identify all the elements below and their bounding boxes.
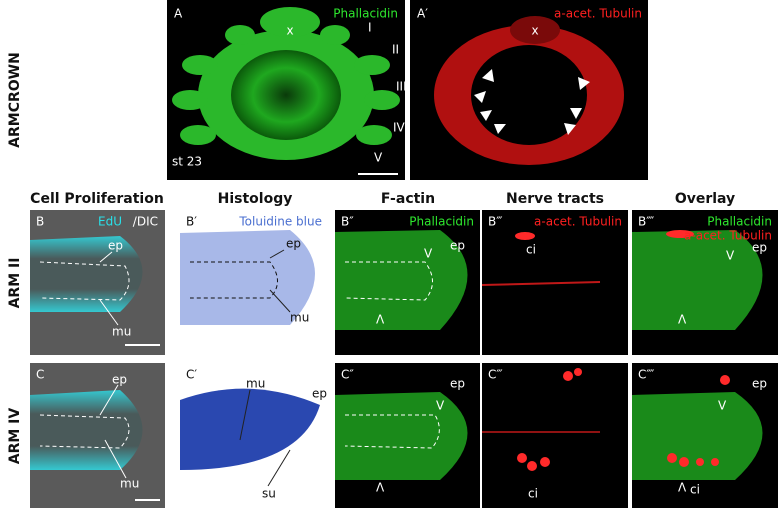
panel-label: B‴ xyxy=(488,215,502,229)
annotation: mu xyxy=(246,377,265,391)
stain-label: Toluidine blue xyxy=(238,215,322,229)
arm-label: II xyxy=(392,43,399,57)
panel-labels: B EdU/DIC ep mu B′ Toluidine blue ep mu B″ Phalla… xyxy=(36,215,772,501)
annotation: Λ xyxy=(678,481,687,495)
arm-label: III xyxy=(396,80,407,94)
stain-label: Phallacidin xyxy=(707,215,772,229)
annotation: Λ xyxy=(376,481,385,495)
panel-label: B⁗ xyxy=(638,215,654,229)
annotation: mu xyxy=(112,325,131,339)
annotation: ci xyxy=(528,487,538,501)
stage-label: st 23 xyxy=(172,155,202,169)
arm-label: V xyxy=(374,151,383,165)
column-header: F-actin xyxy=(381,191,435,207)
panel-a-prime: A′ a-acet. Tubulin x xyxy=(410,0,648,180)
annotation: ci xyxy=(690,483,700,497)
annotation: ep xyxy=(312,387,327,401)
annotation: V xyxy=(436,399,445,413)
annotation: ep xyxy=(450,239,465,253)
row-b xyxy=(30,210,778,355)
annotation: su xyxy=(262,487,276,501)
stain-label: EdU xyxy=(98,215,122,229)
annotation: V xyxy=(424,247,433,261)
panel-label: A′ xyxy=(417,7,428,21)
annotation: V xyxy=(718,399,727,413)
annotation: mu xyxy=(290,311,309,325)
arm-label: I xyxy=(368,21,372,35)
marker: x xyxy=(286,24,293,38)
panel-label: C‴ xyxy=(488,368,503,382)
panel-label: C xyxy=(36,368,44,382)
annotation: Λ xyxy=(678,313,687,327)
row-label: ARM II xyxy=(7,258,23,309)
stain-label: a-acet. Tubulin xyxy=(554,7,642,21)
panel-label: C⁗ xyxy=(638,368,654,382)
annotation: ep xyxy=(752,241,767,255)
annotation: ep xyxy=(112,373,127,387)
annotation: mu xyxy=(120,477,139,491)
stain-label: /DIC xyxy=(133,215,158,229)
panel-a: A Phallacidin x I II III IV V st 23 xyxy=(167,0,407,180)
panel-label: C′ xyxy=(186,368,197,382)
panel-label: A xyxy=(174,7,183,21)
panel-label: B′ xyxy=(186,215,197,229)
annotation: ep xyxy=(286,237,301,251)
column-header: Histology xyxy=(218,191,293,207)
arm-label: IV xyxy=(393,121,406,135)
panel-label: C″ xyxy=(341,368,354,382)
row-label: ARM IV xyxy=(7,408,23,465)
annotation: ci xyxy=(526,243,536,257)
stain-label: Phallacidin xyxy=(333,7,398,21)
annotation: ep xyxy=(450,377,465,391)
row-c xyxy=(30,363,778,508)
column-header: Overlay xyxy=(675,191,735,207)
column-header: Cell Proliferation xyxy=(30,191,164,207)
stain-label: a-acet. Tubulin xyxy=(534,215,622,229)
annotation: ep xyxy=(108,239,123,253)
stain-label: a-acet. Tubulin xyxy=(684,229,772,243)
column-header: Nerve tracts xyxy=(506,191,604,207)
annotation: V xyxy=(726,249,735,263)
stain-label: Phallacidin xyxy=(409,215,474,229)
panel-label: B xyxy=(36,215,44,229)
panel-label: B″ xyxy=(341,215,354,229)
annotation: Λ xyxy=(376,313,385,327)
annotation: ep xyxy=(752,377,767,391)
marker: x xyxy=(531,24,538,38)
row-label: ARMCROWN xyxy=(7,52,23,148)
